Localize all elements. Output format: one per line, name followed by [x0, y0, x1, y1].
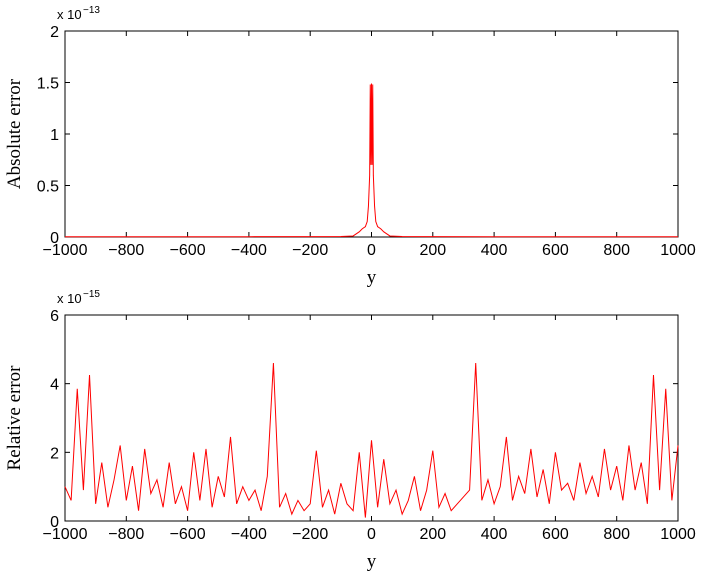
- x-tick-label: 600: [542, 242, 569, 259]
- x-tick-label: −400: [231, 242, 267, 259]
- y-axis-label: Absolute error: [4, 78, 25, 189]
- axis-multiplier: x 10: [57, 291, 82, 306]
- y-tick-label: 1: [50, 127, 59, 144]
- x-tick-label: 400: [481, 242, 508, 259]
- y-axis-label: Relative error: [4, 365, 25, 471]
- x-tick-label: 1000: [660, 242, 696, 259]
- x-tick-label: −600: [170, 526, 206, 543]
- x-tick-label: −800: [108, 526, 144, 543]
- x-tick-label: 200: [419, 242, 446, 259]
- plot-frame: [64, 314, 679, 522]
- axis-exponent: −15: [83, 289, 100, 300]
- x-tick-label: 800: [603, 242, 630, 259]
- x-tick-label: −1000: [43, 242, 88, 259]
- x-tick-label: −400: [231, 526, 267, 543]
- x-tick-label: 600: [542, 526, 569, 543]
- data-line: [65, 83, 678, 238]
- y-tick-label: 2: [50, 445, 59, 462]
- x-tick-label: 200: [419, 526, 446, 543]
- y-tick-label: 0: [50, 514, 59, 531]
- x-axis-label: y: [367, 551, 377, 571]
- y-tick-label: 0.5: [37, 179, 59, 196]
- y-tick-label: 1.5: [37, 76, 59, 93]
- axis-exponent: −13: [83, 5, 100, 16]
- x-tick-label: 400: [481, 526, 508, 543]
- x-tick-label: 800: [603, 526, 630, 543]
- x-axis-label: y: [367, 267, 377, 288]
- x-tick-label: 1000: [660, 526, 696, 543]
- x-tick-label: −800: [108, 242, 144, 259]
- x-tick-label: −200: [292, 242, 328, 259]
- y-tick-label: 2: [50, 24, 59, 41]
- y-tick-label: 0: [50, 230, 59, 247]
- x-tick-label: 0: [367, 242, 376, 259]
- axis-multiplier: x 10: [57, 7, 82, 22]
- y-tick-label: 6: [50, 308, 59, 325]
- y-tick-label: 4: [50, 377, 59, 394]
- x-tick-label: 0: [367, 526, 376, 543]
- x-tick-label: −1000: [43, 526, 88, 543]
- x-tick-label: −200: [292, 526, 328, 543]
- data-line: [64, 363, 679, 518]
- x-tick-label: −600: [170, 242, 206, 259]
